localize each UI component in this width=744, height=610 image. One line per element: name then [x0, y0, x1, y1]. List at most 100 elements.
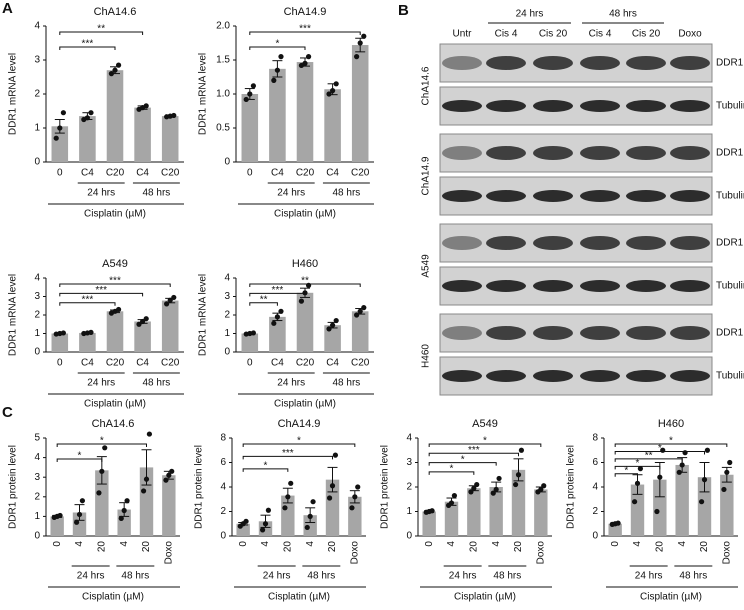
data-point: [333, 81, 339, 87]
group-label: 48 hrs: [143, 188, 171, 199]
x-tick-label: 4: [446, 541, 457, 547]
significance-label: ***: [272, 285, 284, 296]
bar: [325, 479, 340, 536]
blot-band: [580, 56, 620, 70]
x-tick-label: C4: [271, 168, 284, 179]
lane-label: Doxo: [678, 29, 702, 40]
significance-label: *: [450, 464, 454, 475]
blot-band: [670, 280, 710, 292]
group-label: 48 hrs: [307, 571, 335, 582]
x-tick-label: C20: [106, 358, 125, 369]
significance-label: *: [624, 465, 628, 476]
significance-bracket: [249, 292, 306, 297]
significance-bracket: [614, 450, 705, 455]
blot-band: [670, 236, 710, 250]
data-point: [326, 495, 333, 501]
x-tick-label: 0: [610, 541, 621, 547]
data-point: [724, 469, 730, 475]
cell-line-label: ChA14.6: [421, 66, 432, 105]
lane-label: Untr: [453, 29, 473, 40]
y-axis-label: DDR1 protein level: [380, 445, 391, 529]
x-tick-label: 20: [96, 541, 107, 553]
chart-title: A549: [472, 418, 498, 430]
significance-bracket: [428, 452, 519, 457]
significance-label: ***: [82, 39, 94, 50]
y-tick-label: 2: [34, 310, 40, 321]
y-axis-label: DDR1 mRNA level: [8, 274, 19, 356]
x-tick-label: 4: [74, 541, 85, 547]
blot-band: [533, 56, 573, 70]
cell-line-label: A549: [421, 254, 432, 278]
data-point: [361, 33, 367, 39]
bar: [161, 300, 179, 352]
blot-band: [626, 236, 666, 250]
data-point: [654, 508, 660, 515]
x-tick-label: 0: [247, 168, 253, 179]
data-point: [332, 452, 339, 458]
data-point: [676, 469, 682, 475]
x-tick-label: 4: [305, 541, 316, 547]
group-label: 48 hrs: [679, 571, 707, 582]
y-tick-label: 4: [34, 452, 40, 463]
data-point: [304, 524, 310, 531]
bar: [422, 511, 436, 536]
protein-label: Tubulin: [716, 191, 744, 202]
y-tick-label: 6: [220, 457, 226, 468]
blot-band: [580, 100, 620, 112]
data-point: [310, 499, 316, 505]
blot-band: [533, 100, 573, 112]
x-tick-label: Doxo: [163, 541, 174, 565]
x-tick-label: C4: [271, 358, 284, 369]
bar: [351, 311, 369, 352]
y-tick-label: 0.5: [216, 123, 230, 134]
data-point: [271, 77, 277, 83]
y-tick-label: 4: [34, 21, 40, 32]
x-tick-label: C20: [296, 358, 315, 369]
data-point: [274, 314, 280, 320]
data-point: [136, 321, 142, 327]
x-axis-label: Cisplatin (µM): [82, 592, 144, 603]
x-axis-label: Cisplatin (µM): [84, 209, 146, 220]
data-point: [361, 305, 367, 311]
bar: [444, 501, 459, 536]
x-tick-label: Doxo: [721, 541, 732, 565]
x-tick-label: 0: [57, 168, 63, 179]
blot-band: [580, 236, 620, 250]
data-point: [112, 67, 118, 73]
data-point: [60, 110, 66, 116]
data-point: [243, 518, 249, 524]
blot-band: [486, 190, 526, 202]
data-point: [118, 515, 124, 521]
x-tick-label: C20: [296, 168, 315, 179]
bar: [106, 311, 124, 352]
data-point: [727, 459, 733, 466]
data-point: [355, 484, 361, 490]
y-tick-label: 1: [224, 328, 230, 339]
significance-bracket: [59, 283, 171, 287]
bar: [162, 475, 176, 536]
significance-label: ***: [95, 285, 107, 296]
data-point: [541, 483, 547, 489]
blot-band: [486, 280, 526, 292]
data-point: [115, 306, 122, 313]
data-point: [73, 519, 80, 525]
y-tick-label: 6: [592, 457, 598, 468]
data-point: [271, 320, 277, 326]
data-point: [285, 494, 291, 500]
significance-bracket: [56, 443, 147, 447]
blot-band: [626, 56, 666, 70]
significance-bracket: [59, 46, 116, 50]
group-label: 24 hrs: [277, 188, 305, 199]
data-point: [262, 521, 269, 527]
data-point: [60, 330, 66, 336]
data-point: [634, 480, 641, 486]
data-point: [307, 513, 313, 520]
bar: [303, 515, 317, 536]
significance-bracket: [428, 462, 497, 466]
group-label: 24 hrs: [277, 378, 305, 389]
bar: [351, 45, 369, 162]
group-label: 24 hrs: [87, 378, 115, 389]
x-tick-label: 0: [238, 541, 249, 547]
data-point: [721, 486, 727, 493]
blot-strip: [439, 176, 713, 216]
